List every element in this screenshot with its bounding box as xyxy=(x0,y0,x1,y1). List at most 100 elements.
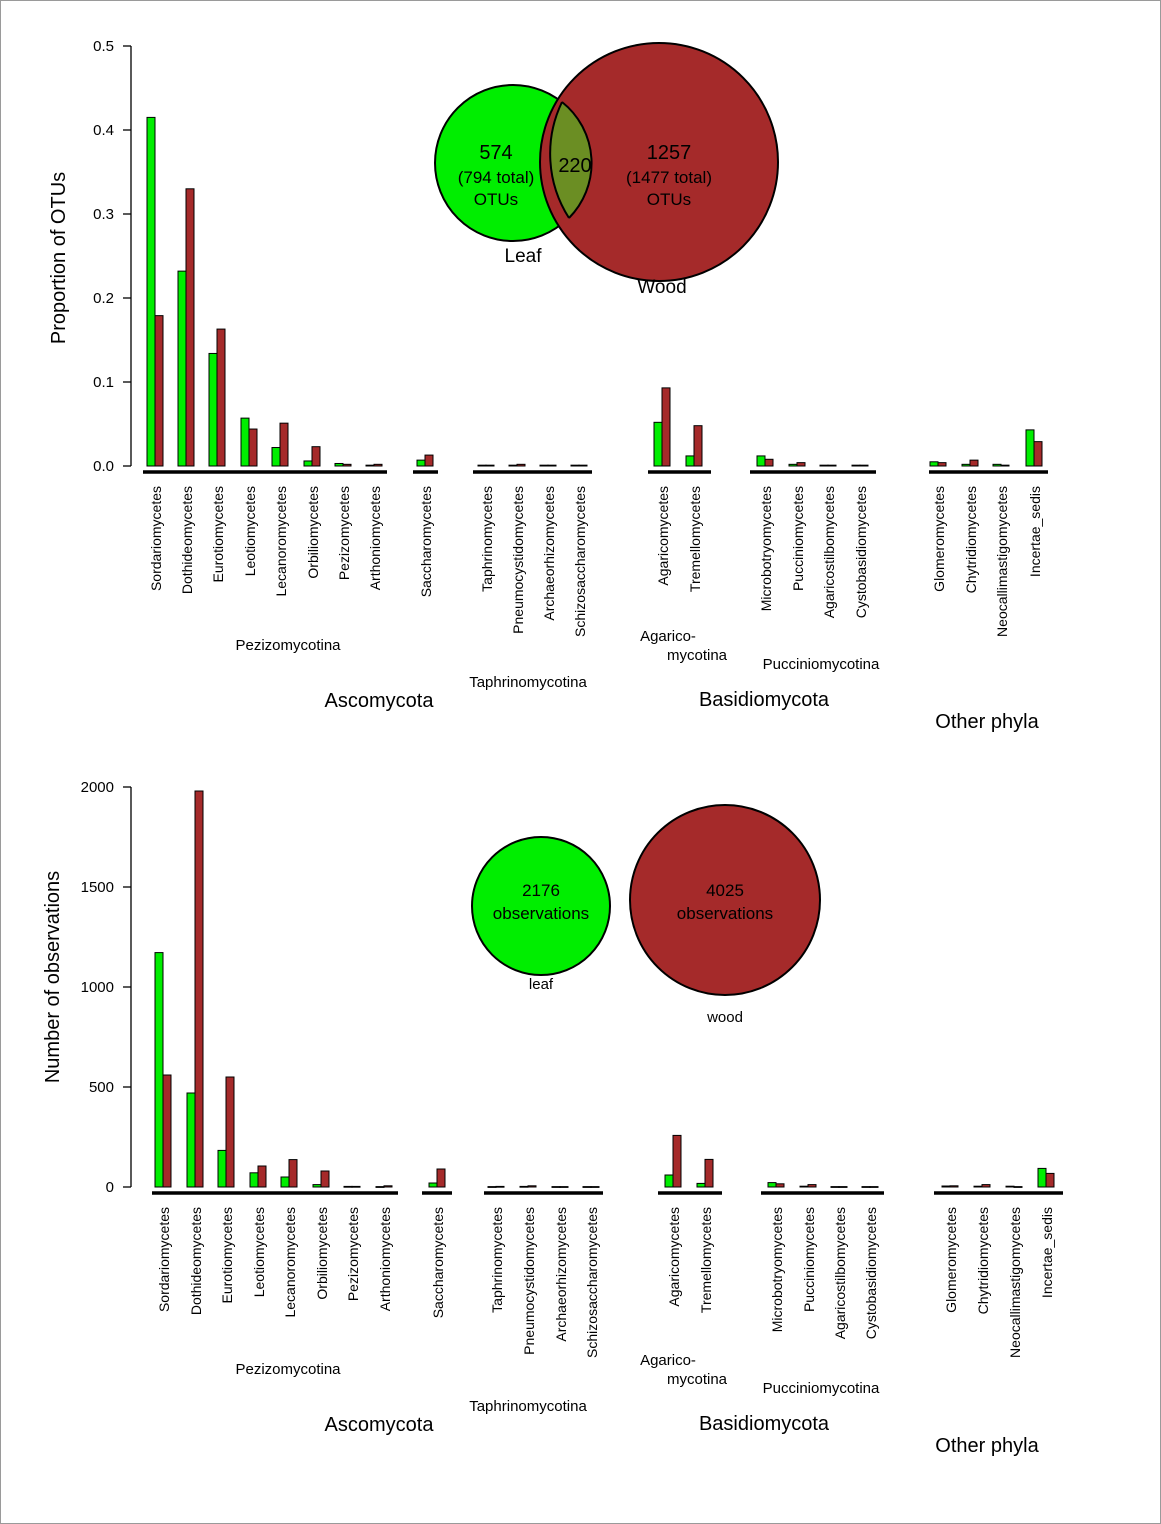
venn-overlap-region xyxy=(550,102,592,218)
category-label-glomeromycetes: Glomeromycetes xyxy=(931,486,947,592)
bar-leaf-cystobasidiomycetes xyxy=(851,464,861,467)
bar-wood-dothideomycetes xyxy=(194,790,204,1188)
bar-leaf-pneumocystidomycetes xyxy=(508,464,518,467)
bar-wood-sordariomycetes xyxy=(162,1074,172,1188)
leaf-observations-count: 2176 xyxy=(522,881,560,900)
category-label-pezizomycetes: Pezizomycetes xyxy=(345,1207,361,1301)
venn-leaf-total: (794 total) xyxy=(458,168,535,187)
bar-leaf-schizosaccharomycetes xyxy=(582,1186,592,1188)
category-label-schizosaccharomycetes: Schizosaccharomycetes xyxy=(572,486,588,637)
y-tick-label: 500 xyxy=(89,1079,114,1096)
category-label-cystobasidiomycetes: Cystobasidiomycetes xyxy=(853,486,869,618)
bar-wood-incertae-sedis xyxy=(1045,1172,1055,1188)
y-axis: 0 500 1000 1500 2000 xyxy=(81,779,132,1196)
leaf-observations-unit: observations xyxy=(493,904,589,923)
chart-proportion-otus: 0.0 0.1 0.2 0.3 0.4 0.5 Proportion of OTUs So… xyxy=(48,38,1048,733)
bar-wood-taphrinomycetes xyxy=(485,464,495,467)
category-label-agaricomycetes: Agaricomycetes xyxy=(655,486,671,586)
category-label-tremellomycetes: Tremellomycetes xyxy=(687,486,703,592)
category-label-archaeorhizomycetes: Archaeorhizomycetes xyxy=(541,486,557,621)
wood-observations-circle xyxy=(629,804,821,996)
bar-leaf-archaeorhizomycetes xyxy=(539,464,549,467)
bar-wood-chytridiomycetes xyxy=(969,459,979,467)
bar-leaf-arthoniomycetes xyxy=(375,1186,385,1188)
bar-wood-agaricostilbomycetes xyxy=(838,1186,848,1188)
y-tick-label: 0.5 xyxy=(93,38,114,55)
category-label-eurotiomycetes: Eurotiomycetes xyxy=(219,1207,235,1303)
y-tick-label: 0.0 xyxy=(93,458,114,475)
y-tick-label: 0.2 xyxy=(93,290,114,307)
leaf-observations-circle xyxy=(471,836,611,976)
bar-wood-incertae-sedis xyxy=(1033,441,1043,467)
subgroup-label-pezizomycotina: Pezizomycotina xyxy=(235,637,341,654)
venn-shared-count: 220 xyxy=(558,155,591,177)
category-label-schizosaccharomycetes: Schizosaccharomycetes xyxy=(584,1207,600,1358)
category-label-neocallimastigomycetes: Neocallimastigomycetes xyxy=(1007,1207,1023,1358)
bar-wood-tremellomycetes xyxy=(704,1158,714,1188)
subgroup-label-pucciniomycotina: Pucciniomycotina xyxy=(763,656,880,673)
category-label-sordariomycetes: Sordariomycetes xyxy=(156,1207,172,1312)
bar-leaf-sordariomycetes xyxy=(154,952,164,1188)
bar-wood-microbotryomycetes xyxy=(775,1183,785,1188)
y-tick-label: 0.4 xyxy=(93,122,114,139)
bar-wood-pucciniomycetes xyxy=(807,1184,817,1188)
bar-leaf-microbotryomycetes xyxy=(756,455,766,467)
subgroup-label-taphrinomycotina: Taphrinomycotina xyxy=(469,674,587,691)
bar-leaf-taphrinomycetes xyxy=(477,464,487,467)
category-label-tremellomycetes: Tremellomycetes xyxy=(698,1207,714,1313)
y-tick-label: 1500 xyxy=(81,879,114,896)
category-label-glomeromycetes: Glomeromycetes xyxy=(943,1207,959,1313)
bar-leaf-agaricostilbomycetes xyxy=(830,1186,840,1188)
bar-wood-lecanoromycetes xyxy=(279,422,289,467)
bar-wood-pezizomycetes xyxy=(342,463,352,467)
bar-wood-sordariomycetes xyxy=(154,315,164,467)
bar-leaf-pucciniomycetes xyxy=(788,463,798,467)
bar-leaf-dothideomycetes xyxy=(186,1092,196,1188)
category-label-incertae-sedis: Incertae_sedis xyxy=(1039,1207,1055,1298)
subgroup-label-agaricomycotina-line1: Agarico- xyxy=(640,1352,696,1369)
bar-leaf-eurotiomycetes xyxy=(217,1149,227,1188)
bar-leaf-saccharomycetes xyxy=(416,459,426,467)
bar-leaf-incertae-sedis xyxy=(1037,1167,1047,1188)
y-axis: 0.0 0.1 0.2 0.3 0.4 0.5 xyxy=(93,38,132,475)
category-label-neocallimastigomycetes: Neocallimastigomycetes xyxy=(994,486,1010,637)
bar-wood-schizosaccharomycetes xyxy=(578,464,588,467)
category-label-taphrinomycetes: Taphrinomycetes xyxy=(479,486,495,592)
wood-observations-unit: observations xyxy=(677,904,773,923)
bar-leaf-tremellomycetes xyxy=(685,455,695,467)
bar-leaf-leotiomycetes xyxy=(249,1172,259,1188)
phylum-label-other-phyla: Other phyla xyxy=(935,711,1039,733)
bar-wood-orbiliomycetes xyxy=(320,1170,330,1188)
bar-leaf-microbotryomycetes xyxy=(767,1182,777,1188)
bar-wood-pneumocystidomycetes xyxy=(516,463,526,467)
bar-leaf-sordariomycetes xyxy=(146,116,156,467)
category-label-saccharomycetes: Saccharomycetes xyxy=(430,1207,446,1318)
category-label-pneumocystidomycetes: Pneumocystidomycetes xyxy=(510,486,526,634)
category-label-leotiomycetes: Leotiomycetes xyxy=(242,486,258,576)
bar-wood-saccharomycetes xyxy=(436,1168,446,1188)
y-tick-label: 2000 xyxy=(81,779,114,796)
wood-observations-count: 4025 xyxy=(706,881,744,900)
bar-leaf-pezizomycetes xyxy=(343,1185,353,1188)
category-label-pezizomycetes: Pezizomycetes xyxy=(336,486,352,580)
subgroup-label-agaricomycotina-line1: Agarico- xyxy=(640,628,696,645)
bar-wood-dothideomycetes xyxy=(185,188,195,467)
category-label-pneumocystidomycetes: Pneumocystidomycetes xyxy=(521,1207,537,1355)
subgroup-label-pucciniomycotina: Pucciniomycotina xyxy=(763,1380,880,1397)
category-label-pucciniomycetes: Pucciniomycetes xyxy=(801,1207,817,1312)
bar-wood-agaricomycetes xyxy=(672,1134,682,1188)
bar-leaf-agaricomycetes xyxy=(664,1174,674,1188)
category-label-dothideomycetes: Dothideomycetes xyxy=(188,1207,204,1315)
category-label-lecanoromycetes: Lecanoromycetes xyxy=(282,1207,298,1318)
bar-wood-microbotryomycetes xyxy=(764,458,774,467)
observation-circles: 2176 observations 4025 observations leaf… xyxy=(471,804,821,1026)
y-tick-label: 0 xyxy=(106,1179,114,1196)
bar-wood-neocallimastigomycetes xyxy=(1000,464,1010,467)
bar-leaf-taphrinomycetes xyxy=(487,1186,497,1188)
category-label-arthoniomycetes: Arthoniomycetes xyxy=(377,1207,393,1311)
bar-leaf-orbiliomycetes xyxy=(312,1184,322,1188)
bars xyxy=(154,790,1055,1188)
bar-leaf-pezizomycetes xyxy=(334,462,344,467)
category-label-orbiliomycetes: Orbiliomycetes xyxy=(305,486,321,579)
